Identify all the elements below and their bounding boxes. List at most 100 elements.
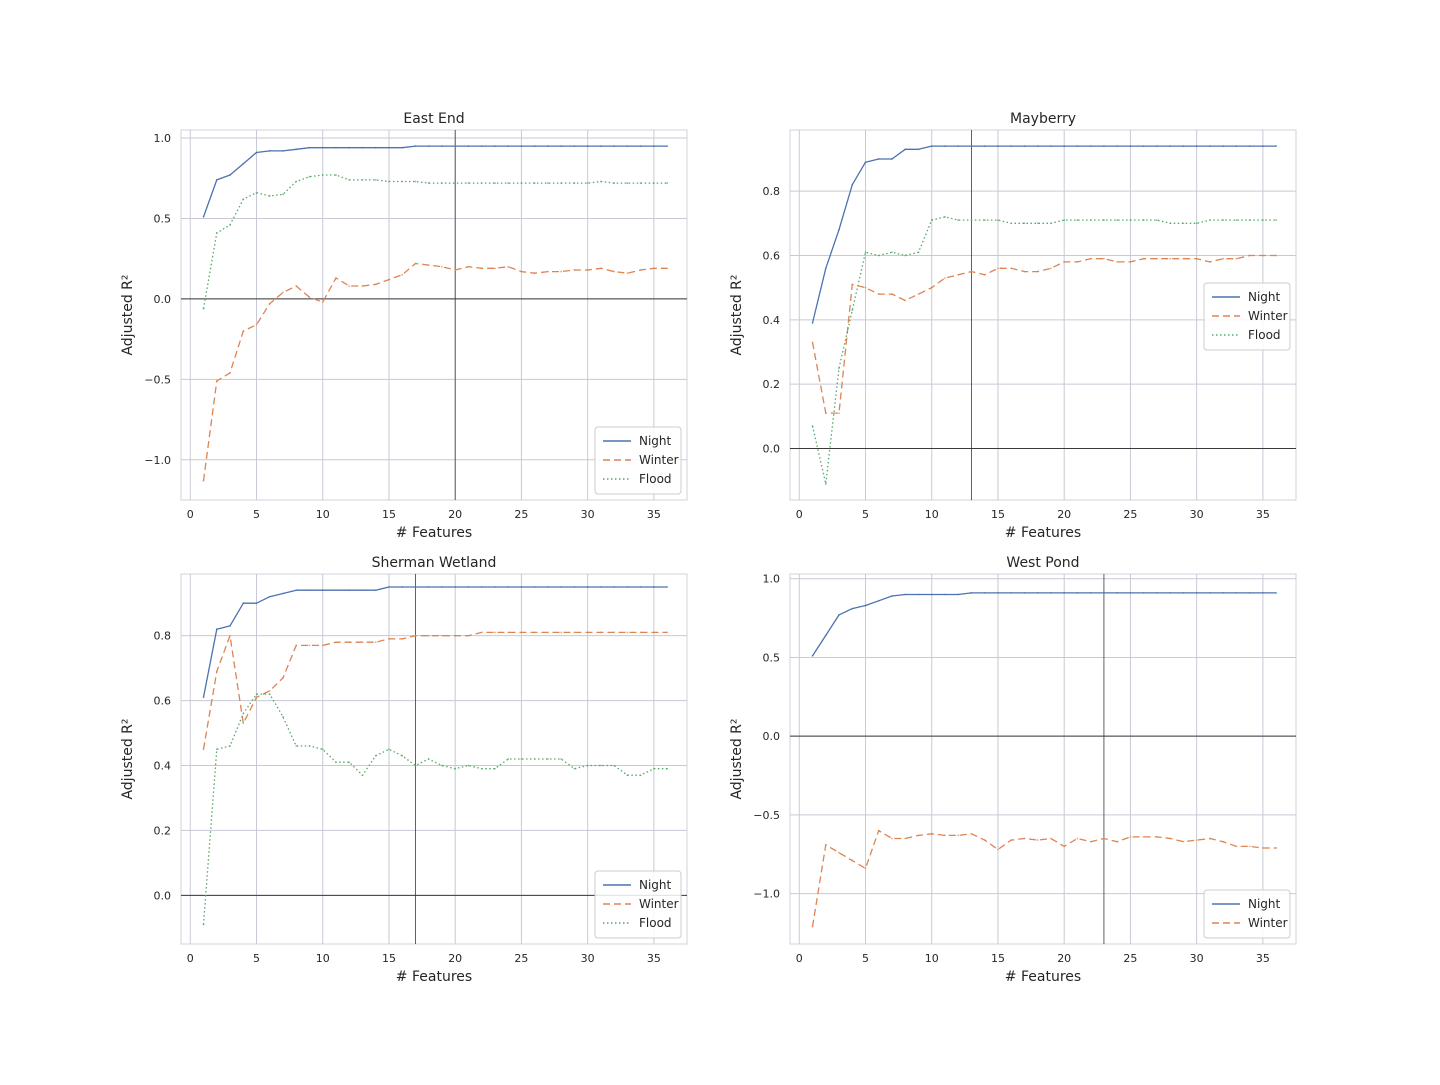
data-point <box>467 634 470 637</box>
data-point <box>507 265 510 268</box>
x-tick-label: 10 <box>925 508 939 521</box>
data-point <box>639 145 642 147</box>
data-point <box>1195 257 1198 260</box>
data-point <box>666 586 669 588</box>
data-point <box>361 641 364 644</box>
data-point <box>202 307 205 310</box>
data-point <box>639 182 642 184</box>
y-axis-label: Adjusted R² <box>120 274 136 355</box>
data-point <box>666 767 669 770</box>
data-point <box>480 767 483 770</box>
data-point <box>573 145 576 147</box>
data-point <box>666 145 669 147</box>
data-point <box>401 273 404 276</box>
series-line-night <box>811 145 1277 324</box>
data-point <box>864 286 867 289</box>
data-point <box>494 182 496 184</box>
data-point <box>427 586 430 588</box>
data-point <box>321 174 324 176</box>
data-point <box>1169 837 1172 840</box>
data-point <box>282 291 284 294</box>
data-point <box>1089 257 1092 260</box>
data-point <box>957 219 960 221</box>
data-point <box>348 589 351 592</box>
data-point <box>1116 591 1119 594</box>
legend-label: Night <box>1248 897 1281 911</box>
data-point <box>1156 257 1158 260</box>
data-point <box>202 479 205 482</box>
data-point <box>1023 837 1026 840</box>
series-line-night <box>202 145 668 218</box>
data-point <box>851 607 854 610</box>
data-point <box>255 323 258 326</box>
data-point <box>255 602 258 605</box>
data-point <box>600 764 602 767</box>
data-point <box>811 425 814 427</box>
data-point <box>838 367 840 369</box>
data-point <box>427 264 430 267</box>
data-point <box>586 764 589 767</box>
y-tick-label: 1.0 <box>763 573 781 586</box>
x-tick-label: 35 <box>647 952 661 965</box>
data-point <box>666 182 669 184</box>
data-point <box>454 182 457 184</box>
data-point <box>824 843 827 846</box>
data-point <box>560 270 563 273</box>
data-point <box>983 219 986 221</box>
legend-box <box>594 870 682 939</box>
data-point <box>639 774 642 777</box>
data-point <box>626 272 629 275</box>
y-tick-label: −1.0 <box>753 888 780 901</box>
data-point <box>1063 219 1066 221</box>
data-point <box>652 586 655 588</box>
data-point <box>388 586 390 588</box>
data-point <box>215 178 218 181</box>
series-line-winter <box>811 829 1277 927</box>
data-point <box>374 754 377 757</box>
data-point <box>1129 261 1132 263</box>
data-point <box>335 761 337 764</box>
data-point <box>1275 145 1278 147</box>
data-point <box>1103 837 1105 840</box>
data-point <box>1103 219 1105 221</box>
data-point <box>242 712 245 715</box>
data-point <box>838 412 840 415</box>
data-point <box>586 631 589 634</box>
data-point <box>454 269 457 271</box>
data-point <box>361 589 364 592</box>
chart-panel: 0 5 10 15 20 25 30 35 −1.0 −0.5 0.0 0.5 1.0 East End #… <box>120 111 688 541</box>
y-axis-label: Adjusted R² <box>729 274 745 355</box>
y-tick-label: −0.5 <box>753 809 780 822</box>
data-point <box>1169 145 1172 147</box>
data-point <box>613 764 616 767</box>
data-point <box>374 589 377 592</box>
data-point <box>507 182 510 184</box>
data-point <box>1156 591 1158 594</box>
data-point <box>626 182 629 184</box>
data-point <box>1248 591 1251 594</box>
data-point <box>1222 145 1225 147</box>
data-point <box>229 372 231 374</box>
data-point <box>533 631 536 634</box>
data-point <box>613 631 616 634</box>
data-point <box>374 641 377 644</box>
data-point <box>1182 257 1185 260</box>
data-point <box>1248 219 1251 221</box>
data-point <box>467 145 470 147</box>
data-point <box>321 589 324 592</box>
data-point <box>533 758 536 760</box>
data-point <box>255 151 258 154</box>
data-point <box>335 641 337 644</box>
data-point <box>877 254 880 257</box>
legend-label: Flood <box>639 916 672 930</box>
data-point <box>1261 847 1264 849</box>
data-point <box>1129 836 1132 838</box>
data-point <box>215 748 218 751</box>
data-point <box>348 285 351 287</box>
data-point <box>1235 591 1238 594</box>
data-point <box>957 273 960 276</box>
data-point <box>1169 591 1172 594</box>
y-tick-label: 0.8 <box>763 185 781 198</box>
data-point <box>1116 145 1119 147</box>
data-point <box>970 145 973 147</box>
